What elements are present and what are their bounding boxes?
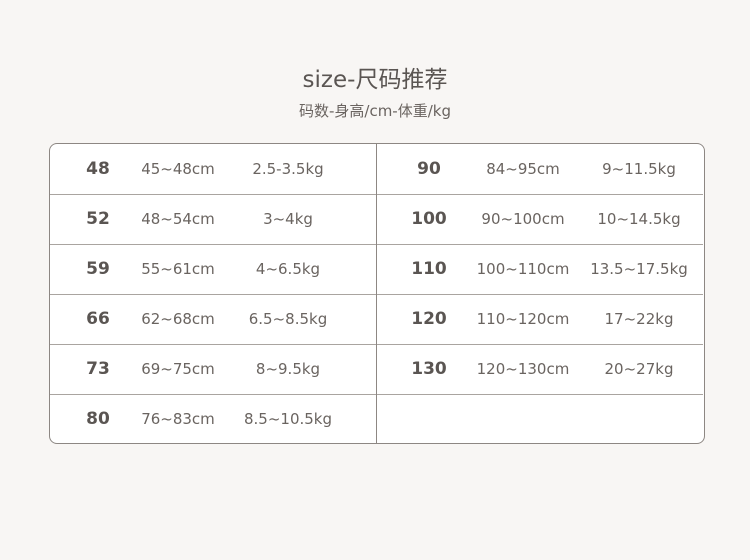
table-row bbox=[377, 394, 703, 443]
size-cell: 48 bbox=[86, 159, 110, 179]
page-subtitle: 码数-身高/cm-体重/kg bbox=[298, 102, 451, 120]
weight-cell: 8~9.5kg bbox=[255, 360, 321, 378]
weight-cell: 9~11.5kg bbox=[602, 160, 676, 178]
size-cell: 59 bbox=[86, 259, 110, 279]
size-cell: 73 bbox=[86, 359, 110, 379]
page-title: size-尺码推荐 bbox=[302, 67, 448, 93]
size-table: 48 45~48cm 2.5-3.5kg 52 48~54cm 3~4kg 59 55~61c… bbox=[49, 143, 705, 444]
weight-cell: 6.5~8.5kg bbox=[248, 310, 328, 328]
table-row: 100 90~100cm 10~14.5kg bbox=[377, 194, 703, 245]
height-cell: 84~95cm bbox=[486, 160, 560, 178]
size-cell: 80 bbox=[86, 409, 110, 429]
height-cell: 62~68cm bbox=[141, 310, 215, 328]
height-cell: 110~120cm bbox=[476, 310, 570, 328]
table-row: 80 76~83cm 8.5~10.5kg bbox=[50, 394, 376, 443]
weight-cell: 13.5~17.5kg bbox=[590, 260, 688, 278]
weight-cell: 4~6.5kg bbox=[255, 260, 321, 278]
weight-cell: 17~22kg bbox=[604, 310, 674, 328]
table-row: 66 62~68cm 6.5~8.5kg bbox=[50, 294, 376, 345]
weight-cell: 3~4kg bbox=[263, 210, 313, 228]
height-cell: 48~54cm bbox=[141, 210, 215, 228]
size-cell: 120 bbox=[411, 309, 447, 329]
size-cell: 52 bbox=[86, 209, 110, 229]
weight-cell: 2.5-3.5kg bbox=[252, 160, 324, 178]
table-row: 90 84~95cm 9~11.5kg bbox=[377, 144, 703, 195]
height-cell: 55~61cm bbox=[141, 260, 215, 278]
size-cell: 100 bbox=[411, 209, 447, 229]
size-cell: 110 bbox=[411, 259, 447, 279]
table-row: 130 120~130cm 20~27kg bbox=[377, 344, 703, 395]
table-row: 120 110~120cm 17~22kg bbox=[377, 294, 703, 345]
size-cell bbox=[399, 394, 459, 443]
table-row: 52 48~54cm 3~4kg bbox=[50, 194, 376, 245]
height-cell: 76~83cm bbox=[141, 410, 215, 428]
size-cell: 130 bbox=[411, 359, 447, 379]
height-cell: 45~48cm bbox=[141, 160, 215, 178]
height-cell: 90~100cm bbox=[481, 210, 565, 228]
height-cell: 120~130cm bbox=[476, 360, 570, 378]
weight-cell: 10~14.5kg bbox=[597, 210, 681, 228]
size-table-left: 48 45~48cm 2.5-3.5kg 52 48~54cm 3~4kg 59 55~61c… bbox=[50, 144, 377, 443]
size-table-right: 90 84~95cm 9~11.5kg 100 90~100cm 10~14.5kg 110… bbox=[377, 144, 703, 443]
size-cell: 66 bbox=[86, 309, 110, 329]
height-cell: 100~110cm bbox=[476, 260, 570, 278]
table-row: 110 100~110cm 13.5~17.5kg bbox=[377, 244, 703, 295]
size-cell: 90 bbox=[417, 159, 441, 179]
table-row: 59 55~61cm 4~6.5kg bbox=[50, 244, 376, 295]
table-row: 73 69~75cm 8~9.5kg bbox=[50, 344, 376, 395]
weight-cell bbox=[577, 394, 701, 443]
table-row: 48 45~48cm 2.5-3.5kg bbox=[50, 144, 376, 195]
height-cell bbox=[473, 394, 573, 443]
weight-cell: 8.5~10.5kg bbox=[243, 410, 333, 428]
height-cell: 69~75cm bbox=[141, 360, 215, 378]
weight-cell: 20~27kg bbox=[604, 360, 674, 378]
